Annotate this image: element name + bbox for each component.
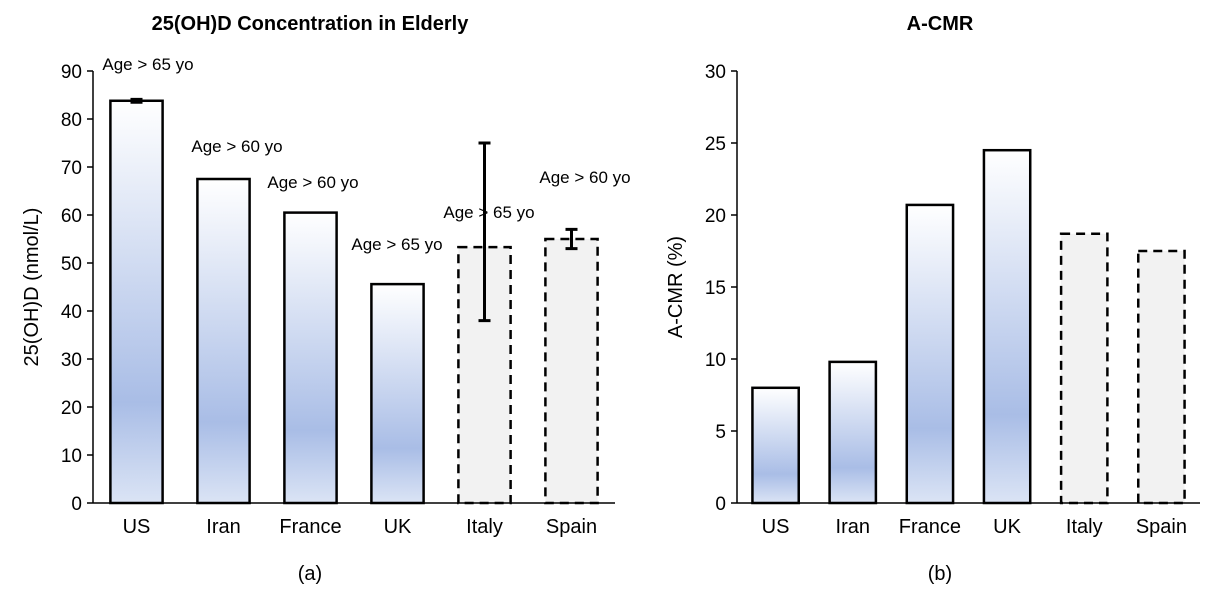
bar	[1059, 232, 1109, 505]
chart-title: 25(OH)D Concentration in Elderly	[152, 13, 470, 35]
bar	[982, 148, 1032, 505]
y-tick-label: 10	[61, 446, 82, 467]
x-tick-label: Italy	[466, 516, 503, 538]
y-tick-label: 5	[715, 422, 726, 443]
error-bar	[478, 141, 491, 323]
caption: (a)	[298, 563, 322, 585]
bar	[196, 177, 251, 505]
x-tick-label: Iran	[836, 516, 870, 538]
x-tick-label: US	[762, 516, 790, 538]
y-tick-label: 10	[705, 350, 726, 371]
x-tick-label: Italy	[1066, 516, 1103, 538]
bar	[751, 386, 800, 505]
y-tick-label: 30	[61, 350, 82, 371]
annotation: Age > 65 yo	[443, 203, 534, 222]
annotation: Age > 60 yo	[191, 137, 282, 156]
x-tick-label: UK	[993, 516, 1021, 538]
chart-title: A-CMR	[907, 13, 974, 35]
y-axis-label: 25(OH)D (nmol/L)	[21, 208, 43, 367]
y-tick-label: 90	[61, 62, 82, 83]
y-tick-label: 30	[705, 62, 726, 83]
x-tick-label: US	[123, 516, 151, 538]
y-tick-label: 60	[61, 206, 82, 227]
x-tick-label: Spain	[546, 516, 597, 538]
x-tick-label: Spain	[1136, 516, 1187, 538]
caption: (b)	[928, 563, 952, 585]
y-tick-label: 15	[705, 278, 726, 299]
bar	[1137, 249, 1186, 505]
y-tick-label: 40	[61, 302, 82, 323]
error-bar	[130, 97, 143, 104]
y-tick-label: 70	[61, 158, 82, 179]
y-tick-label: 20	[705, 206, 726, 227]
bar	[370, 282, 425, 505]
y-tick-label: 25	[705, 134, 726, 155]
bar	[544, 237, 599, 505]
annotation: Age > 65 yo	[102, 55, 193, 74]
annotation: Age > 60 yo	[539, 168, 630, 187]
y-tick-label: 50	[61, 254, 82, 275]
x-tick-label: UK	[384, 516, 412, 538]
error-bar	[565, 227, 578, 251]
y-tick-label: 20	[61, 398, 82, 419]
y-tick-label: 80	[61, 110, 82, 131]
bar	[828, 360, 878, 505]
x-tick-label: France	[279, 516, 341, 538]
bar	[905, 203, 955, 505]
bar	[283, 211, 338, 505]
bar	[109, 99, 164, 505]
x-tick-label: Iran	[206, 516, 240, 538]
x-tick-label: France	[899, 516, 961, 538]
annotation: Age > 65 yo	[351, 235, 442, 254]
y-tick-label: 0	[71, 494, 82, 515]
y-axis-label: A-CMR (%)	[665, 236, 687, 338]
annotation: Age > 60 yo	[267, 173, 358, 192]
y-tick-label: 0	[715, 494, 726, 515]
